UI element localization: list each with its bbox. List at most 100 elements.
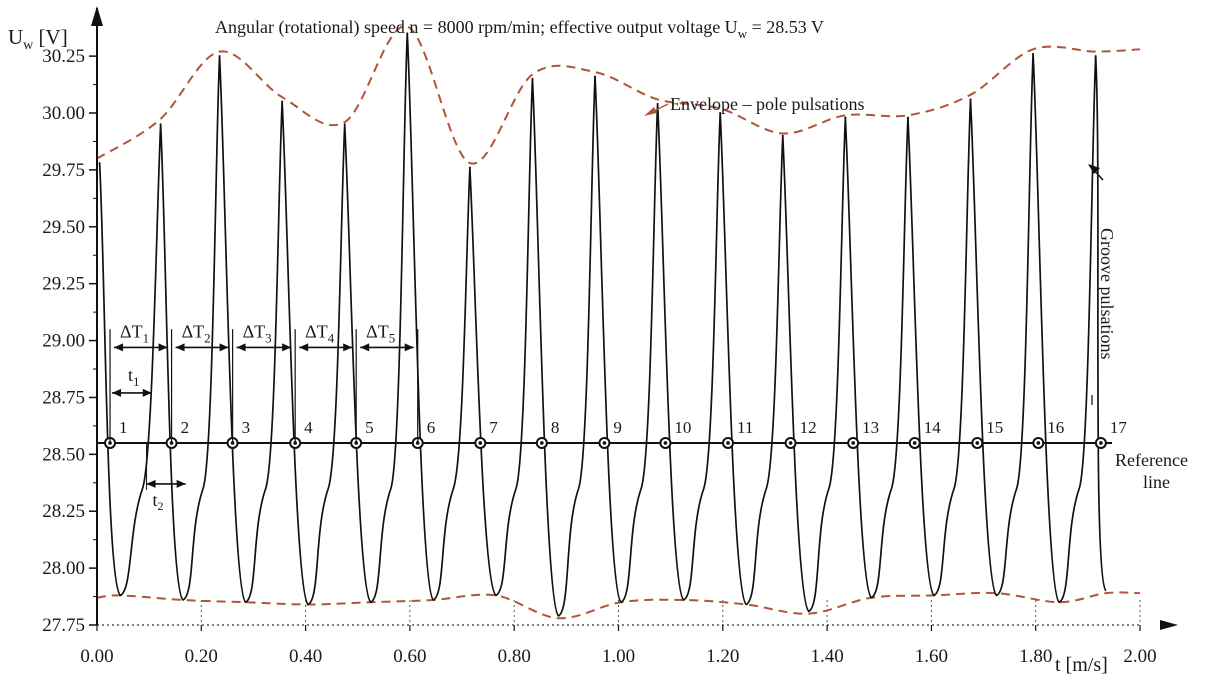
period-interval-label: ΔT2 — [182, 321, 211, 345]
crossing-marker-dot — [293, 441, 297, 445]
x-tick-label: 0.20 — [185, 646, 218, 667]
crossing-marker-dot — [540, 441, 544, 445]
crossing-marker-dot — [354, 441, 358, 445]
peak-point — [719, 112, 722, 115]
t2-interval-arrow-left — [146, 479, 156, 488]
y-tick-label: 27.75 — [42, 615, 85, 636]
chart-title-main: Angular (rotational) speed n = 8000 rpm/… — [215, 17, 738, 38]
x-axis-arrow — [1160, 620, 1178, 630]
x-tick-label: 1.80 — [1019, 646, 1052, 667]
reference-line-label-1: Reference — [1115, 450, 1188, 470]
crossing-label: 7 — [489, 418, 498, 437]
crossing-label: 13 — [862, 418, 879, 437]
crossing-label: 4 — [304, 418, 313, 437]
y-axis-label-subscript: w — [23, 38, 34, 53]
peak-point — [844, 116, 847, 119]
voltage-signal-line — [98, 32, 1107, 617]
x-tick-label: 0.40 — [289, 646, 322, 667]
y-tick-label: 29.25 — [42, 274, 85, 295]
peak-point — [656, 102, 659, 105]
x-tick-label: 0.60 — [393, 646, 426, 667]
x-tick-label: 1.60 — [915, 646, 948, 667]
crossing-marker-dot — [230, 441, 235, 445]
x-tick-label: 1.20 — [706, 646, 739, 667]
x-tick-label: 1.40 — [810, 646, 843, 667]
x-tick-label: 0.00 — [80, 646, 113, 667]
period-interval-arrow-right — [219, 343, 229, 352]
peak-point — [218, 55, 221, 58]
crossing-label: 12 — [800, 418, 817, 437]
peak-point — [406, 32, 409, 35]
period-interval-subscript: 1 — [143, 330, 150, 345]
y-tick-label: 30.00 — [42, 103, 85, 124]
y-tick-label: 28.50 — [42, 444, 85, 465]
period-interval-arrow-right — [158, 343, 168, 352]
chart-text: Angular (rotational) speed n = 8000 rpm/… — [8, 17, 1188, 676]
t1-interval-arrow-left — [112, 388, 122, 397]
peak-point — [781, 134, 784, 137]
crossing-marker-dot — [169, 441, 174, 445]
y-tick-label: 28.25 — [42, 501, 85, 522]
y-axis-label: Uw [V] — [8, 25, 68, 53]
crossing-marker-dot — [912, 441, 917, 445]
y-tick-label: 29.75 — [42, 160, 85, 181]
t2-interval-arrow-right — [176, 479, 186, 488]
peak-point — [594, 75, 597, 78]
reference-line-group: 1 2 3 4 5 6 7 8 9 10 11 12 13 14 15 16 17 — [97, 418, 1127, 449]
peak-point — [906, 116, 909, 119]
envelope-annotation: Envelope – pole pulsations — [670, 94, 864, 114]
crossing-label: 15 — [986, 418, 1003, 437]
period-interval-arrow-left — [299, 343, 309, 352]
period-interval-subscript: 2 — [204, 330, 211, 345]
period-interval-label: ΔT3 — [243, 321, 272, 345]
period-interval-arrow-left — [175, 343, 185, 352]
period-interval-arrow-right — [404, 343, 414, 352]
period-interval-arrow-left — [360, 343, 370, 352]
reference-line-label-2: line — [1143, 472, 1170, 492]
crossing-label: 2 — [181, 418, 190, 437]
crossing-label: 14 — [924, 418, 942, 437]
t1-interval-arrow-right — [142, 388, 152, 397]
crossing-marker-dot — [788, 441, 793, 445]
crossing-marker-dot — [415, 441, 420, 445]
x-tick-label: 0.80 — [498, 646, 531, 667]
crossing-marker-dot — [726, 441, 730, 445]
peak-point — [468, 166, 471, 169]
peak-point — [281, 100, 284, 103]
groove-pointer-arrow — [1088, 164, 1100, 174]
crossing-label: 5 — [365, 418, 374, 437]
x-axis-label: t [m/s] — [1055, 654, 1108, 676]
period-interval-arrow-left — [114, 343, 124, 352]
peak-point — [531, 77, 534, 80]
period-interval-subscript: 5 — [389, 330, 396, 345]
signal-series — [98, 32, 1107, 617]
peak-point — [1094, 55, 1097, 58]
y-tick-label: 30.25 — [42, 46, 85, 67]
envelope-pointer-arrow — [644, 107, 657, 116]
crossing-label: 1 — [119, 418, 128, 437]
period-interval-label: ΔT1 — [120, 321, 149, 345]
period-interval-subscript: 4 — [328, 330, 335, 345]
x-tick-label: 2.00 — [1123, 646, 1156, 667]
gridlines — [96, 600, 1141, 626]
crossing-marker-dot — [108, 441, 112, 445]
period-interval-label: ΔT5 — [366, 321, 395, 345]
t2-subscript: 2 — [158, 499, 164, 513]
crossing-label: 9 — [613, 418, 622, 437]
crossing-marker-dot — [602, 441, 607, 445]
chart-title: Angular (rotational) speed n = 8000 rpm/… — [215, 17, 824, 41]
crossing-label: 6 — [427, 418, 436, 437]
crossing-marker-dot — [1099, 441, 1103, 445]
peak-point — [1032, 52, 1035, 55]
y-axis-arrow — [91, 6, 103, 26]
peak-point — [343, 123, 346, 126]
period-interval-arrow-right — [282, 343, 292, 352]
period-interval-arrow-right — [343, 343, 353, 352]
y-axis-label-main: U — [8, 25, 23, 49]
crossing-marker-dot — [478, 441, 483, 445]
axes: 27.75 28.00 28.25 28.50 28.75 29.00 29.25 29.50… — [42, 6, 1178, 667]
period-interval-arrow-left — [236, 343, 246, 352]
crossing-marker-dot — [851, 441, 855, 445]
